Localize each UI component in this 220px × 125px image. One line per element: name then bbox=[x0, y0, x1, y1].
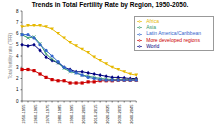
html-text:World: World bbox=[146, 42, 160, 49]
svg-text:1960-1965: 1960-1965 bbox=[33, 104, 38, 124]
svg-text:1: 1 bbox=[16, 87, 19, 92]
svg-text:2040-2045: 2040-2045 bbox=[129, 104, 134, 124]
svg-text:7: 7 bbox=[16, 20, 19, 25]
svg-text:5: 5 bbox=[16, 42, 19, 47]
svg-text:8: 8 bbox=[16, 9, 19, 14]
html-text:Trends in Total Fertility Rate: Trends in Total Fertility Rate by Region… bbox=[31, 1, 189, 8]
html-text:Latin America/Caribbean: Latin America/Caribbean bbox=[146, 30, 201, 37]
svg-text:1980-1985: 1980-1985 bbox=[57, 104, 62, 124]
svg-text:1970-1975: 1970-1975 bbox=[45, 104, 50, 124]
svg-text:6: 6 bbox=[16, 31, 19, 36]
svg-text:1950-1955: 1950-1955 bbox=[21, 104, 26, 124]
html-text:Africa: Africa bbox=[146, 18, 159, 24]
svg-text:2020-2025: 2020-2025 bbox=[105, 104, 110, 124]
svg-text:2030-2035: 2030-2035 bbox=[117, 104, 122, 124]
svg-text:2000-2005: 2000-2005 bbox=[81, 104, 86, 124]
html-text:Asia: Asia bbox=[146, 24, 156, 31]
svg-text:2010-2015: 2010-2015 bbox=[93, 104, 98, 124]
svg-text:Total fertility rate (TFR): Total fertility rate (TFR) bbox=[8, 33, 13, 79]
svg-text:1990-1995: 1990-1995 bbox=[69, 104, 74, 124]
svg-text:2: 2 bbox=[16, 76, 19, 81]
svg-text:4: 4 bbox=[16, 54, 19, 59]
svg-text:0: 0 bbox=[16, 99, 19, 104]
html-text:More developed regions: More developed regions bbox=[146, 36, 200, 43]
svg-text:3: 3 bbox=[16, 65, 19, 70]
